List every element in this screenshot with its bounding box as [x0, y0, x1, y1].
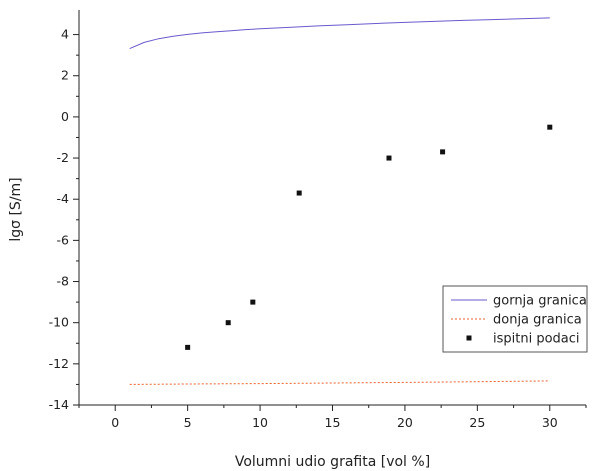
x-tick-label: 10: [252, 415, 268, 430]
y-tick-label: -2: [57, 150, 69, 165]
x-axis-ticks: 0 5 10 15 20 25 30: [78, 405, 587, 430]
x-tick-label: 20: [397, 415, 413, 430]
x-tick-label: 15: [325, 415, 341, 430]
data-point: [225, 320, 231, 326]
data-point: [440, 149, 446, 155]
y-tick-label: 0: [61, 109, 69, 124]
y-axis-ticks: -14 -12 -10 -8 -6 -4 -2 0 2 4: [49, 27, 79, 412]
legend-label-donja-granica: donja granica: [493, 313, 582, 328]
x-axis-title: Volumni udio grafita [vol %]: [235, 454, 430, 470]
x-tick-label: 0: [111, 415, 119, 430]
x-tick-label: 30: [542, 415, 558, 430]
y-tick-label: -6: [57, 232, 70, 247]
series-line-0: [129, 17, 550, 50]
y-tick-label: -14: [49, 397, 69, 412]
y-tick-label: 2: [61, 68, 69, 83]
legend-symbol-ispitni-podaci: [466, 335, 472, 341]
data-point: [250, 299, 256, 305]
x-tick-label: 25: [469, 415, 485, 430]
y-axis-title: lgσ [S/m]: [8, 177, 24, 241]
series-line-1: [129, 380, 550, 385]
y-tick-label: -10: [49, 315, 69, 330]
series-group: [129, 17, 553, 385]
x-tick-label: 5: [184, 415, 192, 430]
legend-label-gornja-granica: gornja granica: [493, 294, 587, 309]
legend-label-ispitni-podaci: ispitni podaci: [493, 332, 580, 347]
y-tick-label: -8: [57, 274, 70, 289]
data-point: [185, 344, 191, 350]
data-point: [386, 155, 392, 161]
y-tick-label: -4: [57, 191, 70, 206]
legend: gornja granica donja granica ispitni pod…: [442, 285, 588, 353]
data-point: [296, 190, 302, 196]
y-tick-label: -12: [49, 356, 69, 371]
data-point: [547, 124, 553, 130]
y-tick-label: 4: [61, 27, 69, 42]
